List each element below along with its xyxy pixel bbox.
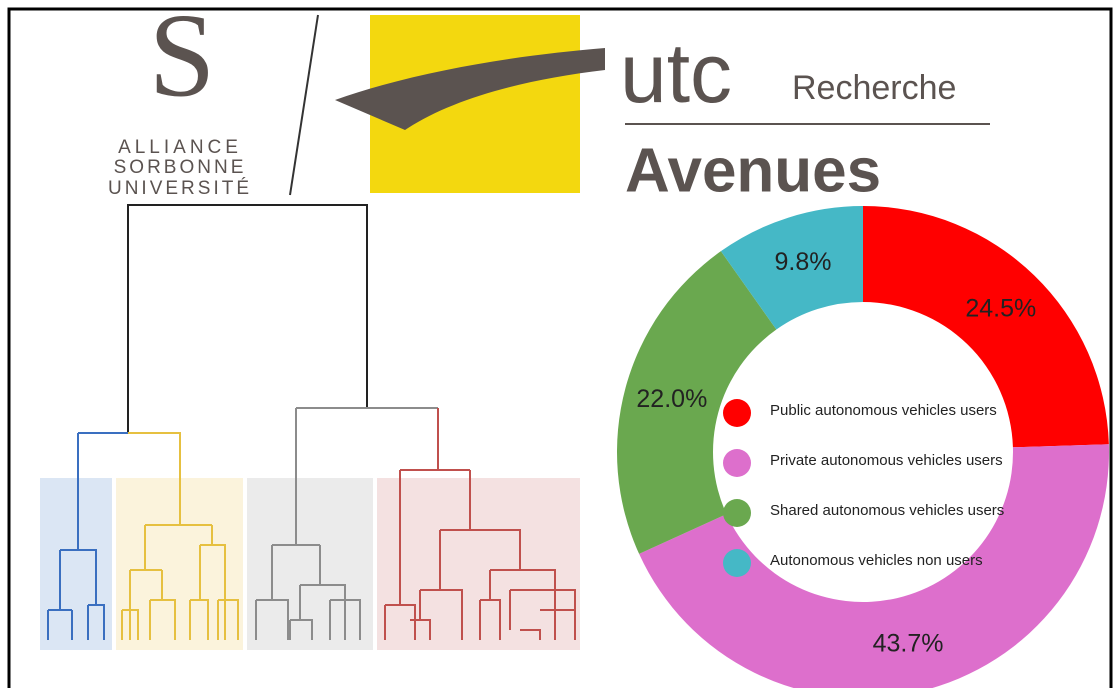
slash	[289, 14, 319, 196]
swoosh	[335, 48, 605, 130]
data-label: 43.7%	[873, 629, 944, 657]
dendrogram	[40, 204, 580, 650]
donut-segment	[639, 444, 1109, 688]
avenues: Avenues	[625, 136, 881, 205]
legend-swatch	[723, 399, 751, 427]
sorbonne-s: S	[149, 0, 216, 122]
data-label: 24.5%	[965, 294, 1036, 322]
logo-text: SORBONNE	[114, 157, 247, 178]
recherche: Recherche	[792, 69, 956, 107]
legend-swatch	[723, 449, 751, 477]
legend-label: Autonomous vehicles non users	[770, 552, 983, 569]
donut-segment	[863, 206, 1109, 448]
legend-label: Public autonomous vehicles users	[770, 402, 997, 419]
data-label: 22.0%	[636, 385, 707, 413]
legend-swatch	[723, 549, 751, 577]
donut-segment	[617, 251, 777, 554]
donut-segment	[720, 206, 863, 330]
data-label: 9.8%	[775, 248, 832, 276]
utc: utc	[620, 26, 732, 120]
legend-swatch	[723, 499, 751, 527]
logo-text: ALLIANCE	[118, 137, 242, 158]
legend-label: Shared autonomous vehicles users	[770, 502, 1004, 519]
donut-chart: 24.5% 43.7% 22.0% 9.8% Public autonomous veh…	[617, 206, 1109, 688]
logo-text: UNIVERSITÉ	[108, 178, 252, 199]
legend-label: Private autonomous vehicles users	[770, 452, 1003, 469]
